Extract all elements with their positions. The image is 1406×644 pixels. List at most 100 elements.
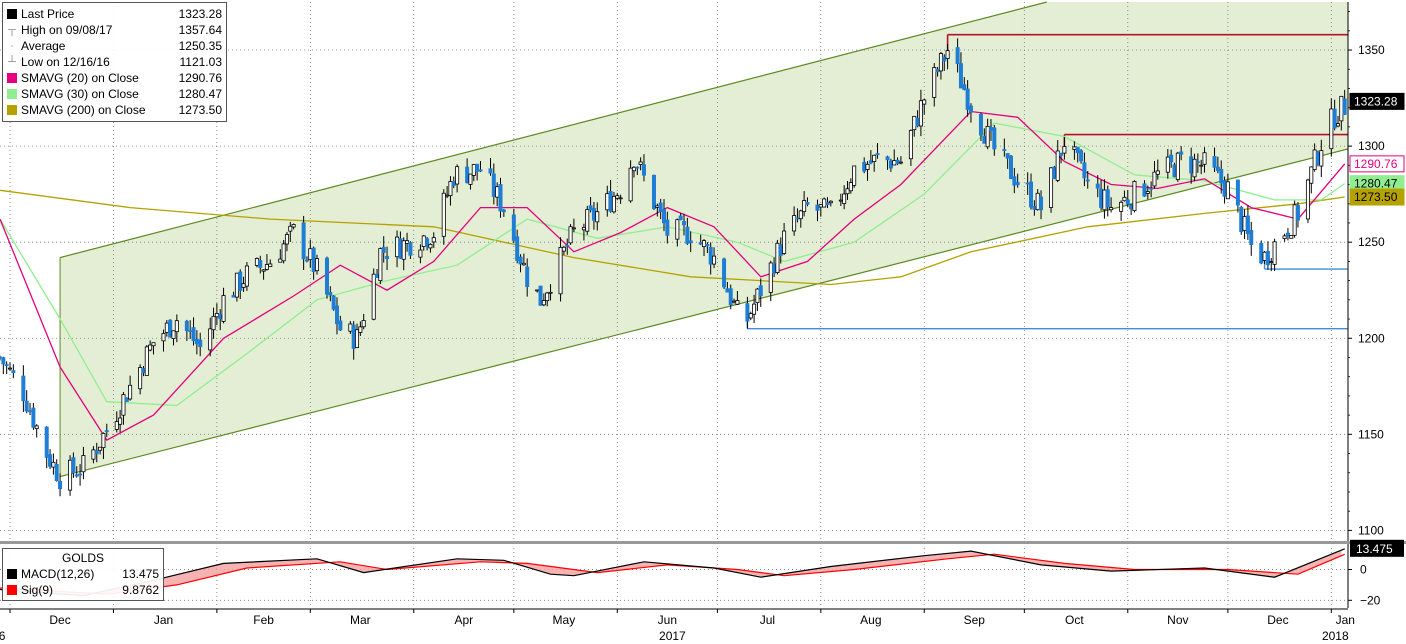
y-tick-label: 1350 (1358, 43, 1385, 57)
legend-value: 1280.47 (178, 87, 222, 101)
candle-body (1305, 179, 1310, 220)
candle-body (848, 182, 853, 192)
candle-body (371, 273, 376, 320)
candle-body (1005, 153, 1010, 159)
candle-body (828, 200, 833, 204)
candle-body (124, 397, 129, 402)
macd-line (0, 548, 1345, 597)
candle-body (511, 214, 516, 241)
candle-body (244, 265, 249, 287)
candle-body (1172, 164, 1177, 178)
candle-body (498, 184, 503, 212)
candle-body (1192, 158, 1197, 178)
macd-legend: GOLDS MACD(12,26) 13.475 Sig(9) 9.8762 (2, 548, 164, 601)
candle-body (278, 258, 283, 263)
candle-body (104, 430, 109, 433)
candle-body (1035, 192, 1040, 211)
candle-body (361, 320, 366, 328)
candle-body (351, 324, 356, 349)
axis-value-tag (1349, 155, 1405, 173)
candle-body (548, 291, 553, 294)
candle-body (892, 160, 897, 166)
candle-body (91, 449, 96, 460)
candle-body (795, 217, 800, 220)
candle-body (962, 84, 967, 90)
candle-body (264, 264, 269, 270)
candle-body (558, 246, 563, 295)
candle-body (815, 204, 820, 211)
candle-body (521, 262, 526, 266)
candle-body (74, 474, 79, 477)
candle-body (678, 215, 683, 221)
candle-body (608, 191, 613, 212)
candle-body (421, 235, 426, 247)
candle-body (284, 234, 289, 245)
candle-body (238, 271, 243, 291)
candle-body (68, 459, 73, 491)
candle-body (34, 425, 39, 429)
candle-body (465, 166, 470, 184)
x-year-label: 2017 (659, 629, 686, 643)
candle-body (301, 222, 306, 260)
x-month-label: May (553, 613, 576, 627)
price-legend: Last Price 1323.28 ┬ High on 09/08/17 1357.6… (2, 2, 227, 122)
candle-body (778, 244, 783, 256)
candle-body (945, 50, 950, 59)
candle-body (615, 195, 620, 199)
x-month-label: Nov (1167, 613, 1188, 627)
candle-body (475, 163, 480, 172)
candle-body (798, 210, 803, 220)
candle-body (698, 242, 703, 245)
y-tick-label: 1300 (1358, 139, 1385, 153)
legend-swatch (7, 73, 17, 83)
legend-label: SMAVG (30) on Close (21, 87, 139, 101)
legend-swatch (7, 105, 17, 115)
candle-body (174, 320, 179, 333)
candle-body (702, 240, 707, 248)
candle-body (1132, 181, 1137, 212)
x-year-label: 2016 (0, 629, 6, 643)
candle-body (161, 333, 166, 342)
candle-body (54, 464, 59, 482)
candle-body (908, 130, 913, 160)
macd-tick-label: −20 (1360, 593, 1381, 607)
candle-body (1189, 156, 1194, 174)
candle-body (1059, 152, 1064, 156)
candle-body (501, 209, 506, 213)
candle-body (1295, 205, 1300, 221)
candle-body (448, 181, 453, 197)
candle-body (758, 285, 763, 297)
candle-body (768, 262, 773, 293)
candle-body (515, 236, 520, 261)
candle-body (641, 164, 646, 176)
candle-body (618, 197, 623, 200)
candle-body (965, 88, 970, 110)
candle-body (1259, 243, 1264, 264)
candle-body (591, 208, 596, 221)
candle-body (865, 163, 870, 170)
candle-body (665, 219, 670, 236)
candle-body (732, 300, 737, 303)
candle-body (872, 154, 877, 162)
candle-body (385, 255, 390, 260)
candle-body (418, 249, 423, 258)
ma30-line (0, 122, 1346, 407)
candle-body (1032, 206, 1037, 210)
candle-body (938, 53, 943, 72)
macd-tick-label: 0 (1360, 563, 1367, 577)
candle-body (1175, 152, 1180, 180)
candle-body (281, 243, 286, 262)
x-month-label: Dec (49, 613, 70, 627)
candle-body (912, 115, 917, 131)
candle-body (471, 164, 476, 176)
candle-body (191, 327, 196, 342)
candle-body (71, 457, 76, 474)
candle-body (221, 295, 226, 322)
candle-body (138, 367, 143, 390)
legend-label: Low on 12/16/16 (21, 55, 110, 69)
candle-body (455, 166, 460, 185)
candle-body (291, 224, 296, 228)
candle-body (194, 338, 199, 345)
candle-body (1179, 151, 1184, 155)
